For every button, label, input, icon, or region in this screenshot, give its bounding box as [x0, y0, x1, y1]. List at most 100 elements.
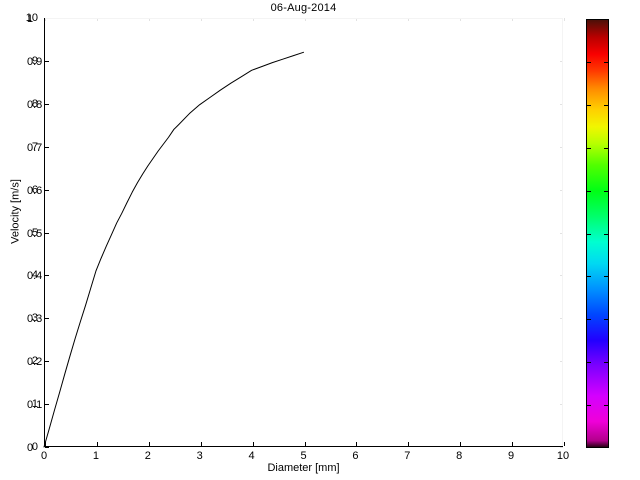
colorbar-tick-7: [587, 148, 591, 149]
colorbar-tick-right-2: [604, 362, 608, 363]
x-tick-4: [253, 442, 254, 446]
x-tick-5: [305, 442, 306, 446]
colorbar-tick-right-3: [604, 319, 608, 320]
y-axis-label: Velocity [m/s]: [9, 179, 22, 244]
y-tick-4: [45, 275, 49, 276]
x-tick-label-2: 2: [144, 450, 151, 462]
y-tick-label-0: 0: [31, 441, 38, 453]
colorbar-tick-right-5: [604, 234, 608, 235]
y-tick-label-3: 3: [31, 312, 38, 325]
x-tick-top-3: [201, 18, 202, 21]
y-tick-right-9: [560, 61, 563, 62]
page-title: 06-Aug-2014: [270, 2, 337, 14]
x-tick-top-10: [564, 18, 565, 21]
y-tick-label-8: 8: [31, 97, 38, 110]
x-tick-top-1: [97, 18, 98, 21]
x-tick-label-0: 0: [40, 450, 48, 462]
y-tick-label-9: 9: [31, 54, 38, 67]
y-tick-right-4: [560, 275, 563, 276]
colorbar-tick-right-1: [604, 405, 608, 406]
colorbar-tick-3: [587, 319, 591, 320]
y-tick-right-5: [560, 233, 563, 234]
x-tick-8: [460, 442, 461, 446]
x-tick-1: [97, 442, 98, 446]
colorbar-tick-2: [587, 362, 591, 363]
x-tick-label-8: 8: [456, 450, 463, 462]
y-tick-right-2: [560, 361, 563, 362]
x-tick-top-0: [45, 18, 46, 21]
x-tick-2: [149, 442, 150, 446]
colorbar-tick-5: [587, 234, 591, 235]
x-tick-top-6: [356, 18, 357, 21]
colorbar-tick-8: [587, 105, 591, 106]
colorbar-tick-6: [587, 191, 591, 192]
colorbar-tick-right-6: [604, 191, 608, 192]
y-tick-label-7: 7: [31, 140, 38, 153]
x-tick-label-5: 5: [300, 450, 307, 462]
colorbar-tick-right-7: [604, 148, 608, 149]
y-tick-10: [45, 18, 49, 19]
y-tick-right-6: [560, 190, 563, 191]
y-tick-label-2: 2: [31, 355, 38, 368]
x-tick-top-2: [149, 18, 150, 21]
y-tick-right-7: [560, 147, 563, 148]
colorbar-tick-label-8: 0.8: [27, 99, 43, 111]
x-tick-label-10: 10: [556, 450, 570, 462]
colorbar-tick-right-9: [604, 62, 608, 63]
colorbar-tick-label-1: 0.1: [27, 399, 43, 411]
colorbar: [586, 19, 609, 448]
colorbar-tick-label-10: 1: [27, 13, 34, 25]
y-tick-8: [45, 104, 49, 105]
x-tick-9: [512, 442, 513, 446]
x-tick-label-3: 3: [196, 450, 203, 462]
y-tick-6: [45, 190, 49, 191]
data-line-terminal-velocity: [43, 51, 304, 448]
colorbar-tick-label-3: 0.3: [27, 313, 43, 325]
x-tick-7: [408, 442, 409, 446]
y-tick-label-4: 4: [31, 269, 38, 282]
y-tick-label-6: 6: [31, 183, 38, 196]
x-tick-top-7: [408, 18, 409, 21]
colorbar-tick-1: [587, 405, 591, 406]
y-tick-label-5: 5: [31, 226, 38, 239]
x-tick-label-7: 7: [404, 450, 411, 462]
x-tick-6: [356, 442, 357, 446]
x-tick-label-1: 1: [92, 450, 99, 462]
colorbar-tick-right-4: [604, 276, 608, 277]
colorbar-tick-label-0: 0: [27, 442, 34, 454]
x-tick-top-4: [253, 18, 254, 21]
x-tick-top-5: [305, 18, 306, 21]
x-axis-label: Diameter [mm]: [267, 462, 340, 474]
x-tick-label-4: 4: [248, 450, 255, 462]
colorbar-tick-label-7: 0.7: [27, 142, 43, 154]
y-tick-2: [45, 361, 49, 362]
x-tick-3: [201, 442, 202, 446]
colorbar-tick-9: [587, 62, 591, 63]
colorbar-tick-label-6: 0.6: [27, 185, 43, 197]
y-tick-right-3: [560, 318, 563, 319]
y-tick-right-0: [560, 447, 563, 448]
y-tick-right-1: [560, 404, 563, 405]
y-tick-right-10: [560, 18, 563, 19]
colorbar-tick-label-4: 0.4: [27, 270, 43, 282]
x-tick-label-6: 6: [352, 450, 359, 462]
colorbar-tick-label-5: 0.5: [27, 228, 43, 240]
colorbar-tick-label-2: 0.2: [27, 356, 43, 368]
colorbar-tick-4: [587, 276, 591, 277]
colorbar-gradient: [586, 19, 609, 448]
y-tick-7: [45, 147, 49, 148]
y-tick-right-8: [560, 104, 563, 105]
y-tick-3: [45, 318, 49, 319]
x-tick-top-9: [512, 18, 513, 21]
y-tick-1: [45, 404, 49, 405]
y-tick-label-10: 10: [25, 12, 38, 24]
x-tick-label-9: 9: [508, 450, 515, 462]
x-tick-10: [564, 442, 565, 446]
colorbar-tick-right-8: [604, 105, 608, 106]
y-tick-9: [45, 61, 49, 62]
y-tick-5: [45, 233, 49, 234]
y-tick-0: [45, 447, 49, 448]
x-tick-0: [45, 442, 46, 446]
data-series-layer: [43, 51, 304, 448]
